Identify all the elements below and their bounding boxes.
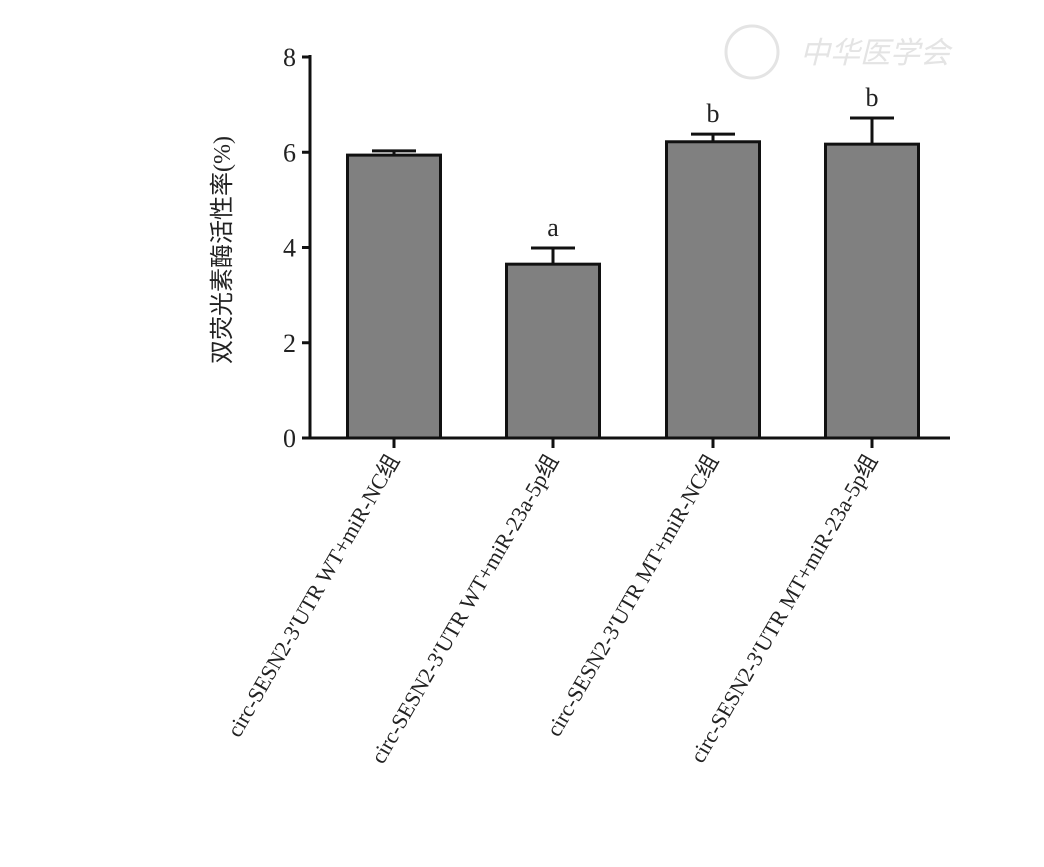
y-tick-label: 4 — [283, 234, 296, 263]
watermark-seal-icon — [724, 24, 780, 80]
y-axis-label: 双荧光素酶活性率(%) — [209, 136, 236, 364]
x-tick-label: circ-SESN2-3′UTR MT+miR-NC组 — [541, 450, 723, 740]
watermark-text: 中华医学会 — [800, 37, 953, 70]
y-tick-label: 8 — [283, 43, 296, 72]
y-tick-label: 2 — [283, 329, 296, 358]
bar — [346, 153, 442, 440]
y-tick-label: 0 — [283, 424, 296, 453]
bar — [505, 262, 601, 440]
significance-label: a — [547, 213, 559, 242]
x-tick-label: circ-SESN2-3′UTR WT+miR-23a-5p组 — [366, 450, 564, 768]
significance-label: b — [707, 99, 720, 128]
significance-label: b — [866, 83, 879, 112]
x-tick-label: circ-SESN2-3′UTR MT+miR-23a-5p组 — [685, 450, 882, 767]
bar — [665, 140, 761, 440]
bar — [824, 142, 920, 440]
x-tick-label: circ-SESN2-3′UTR WT+miR-NC组 — [222, 450, 405, 741]
y-tick-label: 6 — [283, 138, 296, 167]
